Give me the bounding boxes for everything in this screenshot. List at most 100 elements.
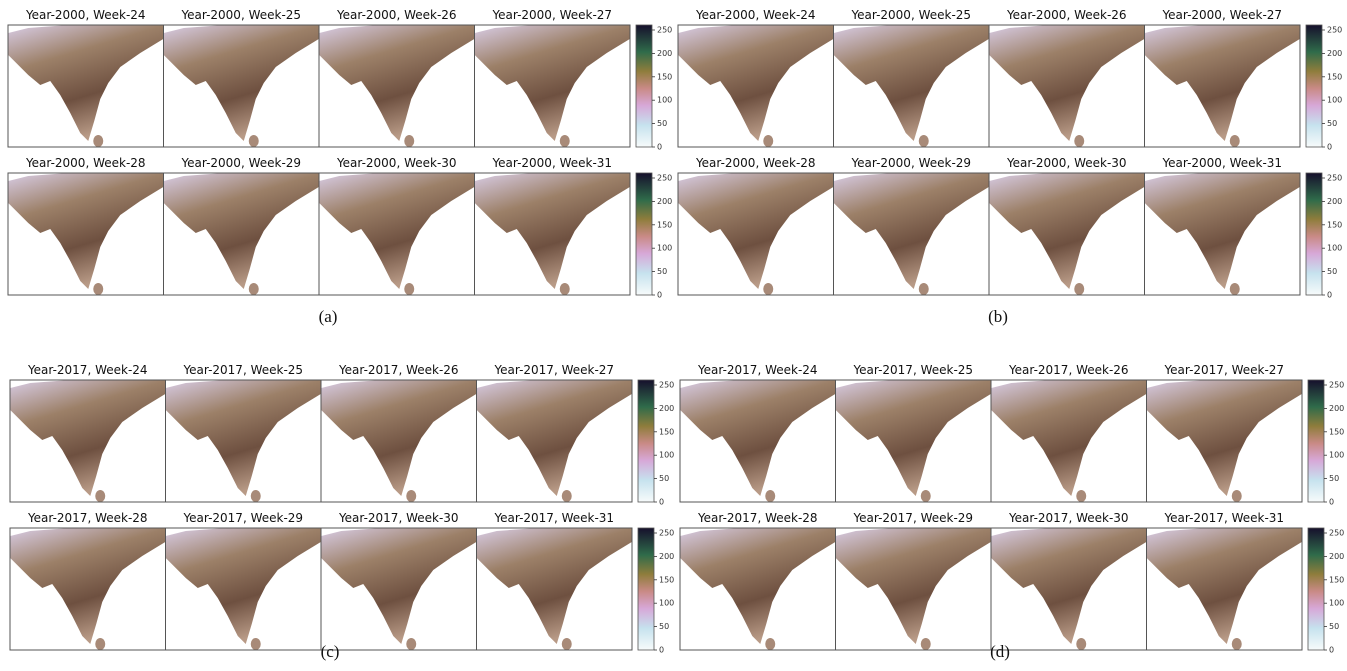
colorbar-tick-label: 100 — [1327, 244, 1342, 253]
map-image — [10, 380, 166, 502]
map-frame — [1144, 172, 1301, 296]
colorbar-tick-label: 50 — [1329, 622, 1339, 631]
map-image — [321, 528, 477, 650]
map-title: Year-2000, Week-24 — [25, 8, 146, 22]
map-title: Year-2000, Week-30 — [336, 156, 457, 170]
colorbar-tick-label: 250 — [1327, 26, 1342, 35]
map-title: Year-2000, Week-31 — [491, 156, 612, 170]
colorbar — [1305, 24, 1323, 148]
map-title: Year-2017, Week-28 — [27, 511, 148, 525]
colorbar-tick-label: 250 — [657, 174, 672, 183]
colorbar — [635, 172, 653, 296]
colorbar-tick-label: 150 — [1329, 575, 1344, 584]
map-title: Year-2000, Week-27 — [491, 8, 612, 22]
map-title: Year-2017, Week-30 — [1008, 511, 1129, 525]
colorbar-tick-label: 0 — [1329, 498, 1334, 507]
colorbar-tick-label: 100 — [659, 599, 674, 608]
map-frame — [474, 172, 631, 296]
map-title: Year-2017, Week-26 — [1008, 363, 1129, 377]
colorbar-tick-label: 250 — [1329, 381, 1344, 390]
map-title: Year-2000, Week-27 — [1161, 8, 1282, 22]
map-image — [1144, 25, 1300, 147]
map-image — [1146, 380, 1302, 502]
map-title: Year-2000, Week-31 — [1161, 156, 1282, 170]
colorbar-tick-label: 200 — [1327, 197, 1342, 206]
map-title: Year-2017, Week-29 — [852, 511, 973, 525]
map-image — [476, 380, 632, 502]
colorbar-tick-label: 200 — [657, 197, 672, 206]
panel-caption: (d) — [990, 642, 1010, 661]
map-title: Year-2017, Week-28 — [697, 511, 818, 525]
map-title: Year-2000, Week-26 — [1006, 8, 1127, 22]
map-image — [10, 528, 166, 650]
colorbar — [1305, 172, 1323, 296]
colorbar-tick-label: 50 — [1327, 267, 1337, 276]
colorbar-tick-label: 150 — [657, 220, 672, 229]
map-title: Year-2000, Week-25 — [850, 8, 971, 22]
colorbar — [637, 527, 655, 651]
colorbar-tick-label: 200 — [1327, 49, 1342, 58]
map-title: Year-2000, Week-28 — [25, 156, 146, 170]
colorbar-tick-label: 100 — [1329, 599, 1344, 608]
map-title: Year-2017, Week-27 — [1163, 363, 1284, 377]
map-image — [163, 25, 319, 147]
map-image — [680, 380, 836, 502]
map-title: Year-2000, Week-25 — [180, 8, 301, 22]
colorbar-tick-label: 50 — [659, 474, 669, 483]
colorbar-tick-label: 200 — [1329, 404, 1344, 413]
panel-caption: (c) — [321, 642, 340, 661]
colorbar-tick-label: 200 — [659, 404, 674, 413]
map-title: Year-2017, Week-24 — [27, 363, 148, 377]
map-title: Year-2017, Week-29 — [182, 511, 303, 525]
colorbar-tick-label: 100 — [1327, 96, 1342, 105]
colorbar-tick-label: 200 — [659, 552, 674, 561]
map-image — [476, 528, 632, 650]
colorbar-tick-label: 200 — [1329, 552, 1344, 561]
colorbar-tick-label: 250 — [1329, 529, 1344, 538]
map-image — [989, 173, 1145, 295]
colorbar-tick-label: 0 — [659, 498, 664, 507]
colorbar-tick-label: 150 — [657, 72, 672, 81]
map-frame — [476, 527, 633, 651]
map-title: Year-2000, Week-24 — [695, 8, 816, 22]
map-title: Year-2017, Week-26 — [338, 363, 459, 377]
map-image — [991, 380, 1147, 502]
map-frame — [1146, 379, 1303, 503]
colorbar-tick-label: 150 — [1329, 427, 1344, 436]
map-frame — [1146, 527, 1303, 651]
map-title: Year-2017, Week-30 — [338, 511, 459, 525]
map-image — [8, 25, 164, 147]
colorbar-tick-label: 250 — [659, 381, 674, 390]
map-image — [991, 528, 1147, 650]
map-title: Year-2017, Week-25 — [182, 363, 303, 377]
colorbar-tick-label: 50 — [1327, 119, 1337, 128]
map-title: Year-2000, Week-29 — [180, 156, 301, 170]
colorbar — [637, 379, 655, 503]
colorbar-tick-label: 0 — [1327, 143, 1332, 152]
map-image — [678, 173, 834, 295]
map-image — [474, 173, 630, 295]
map-image — [165, 528, 321, 650]
map-image — [835, 380, 991, 502]
colorbar-tick-label: 0 — [1327, 291, 1332, 300]
map-image — [989, 25, 1145, 147]
colorbar-tick-label: 50 — [657, 119, 667, 128]
colorbar-tick-label: 0 — [657, 291, 662, 300]
map-image — [165, 380, 321, 502]
map-title: Year-2017, Week-31 — [1163, 511, 1284, 525]
map-title: Year-2000, Week-30 — [1006, 156, 1127, 170]
colorbar-tick-label: 100 — [657, 96, 672, 105]
panel-caption: (a) — [319, 307, 338, 326]
colorbar-tick-label: 150 — [659, 575, 674, 584]
colorbar-tick-label: 50 — [657, 267, 667, 276]
map-image — [321, 380, 477, 502]
map-image — [835, 528, 991, 650]
map-image — [319, 25, 475, 147]
colorbar-tick-label: 150 — [1327, 72, 1342, 81]
map-image — [163, 173, 319, 295]
map-title: Year-2017, Week-27 — [493, 363, 614, 377]
map-frame — [476, 379, 633, 503]
map-image — [680, 528, 836, 650]
colorbar-tick-label: 0 — [657, 143, 662, 152]
